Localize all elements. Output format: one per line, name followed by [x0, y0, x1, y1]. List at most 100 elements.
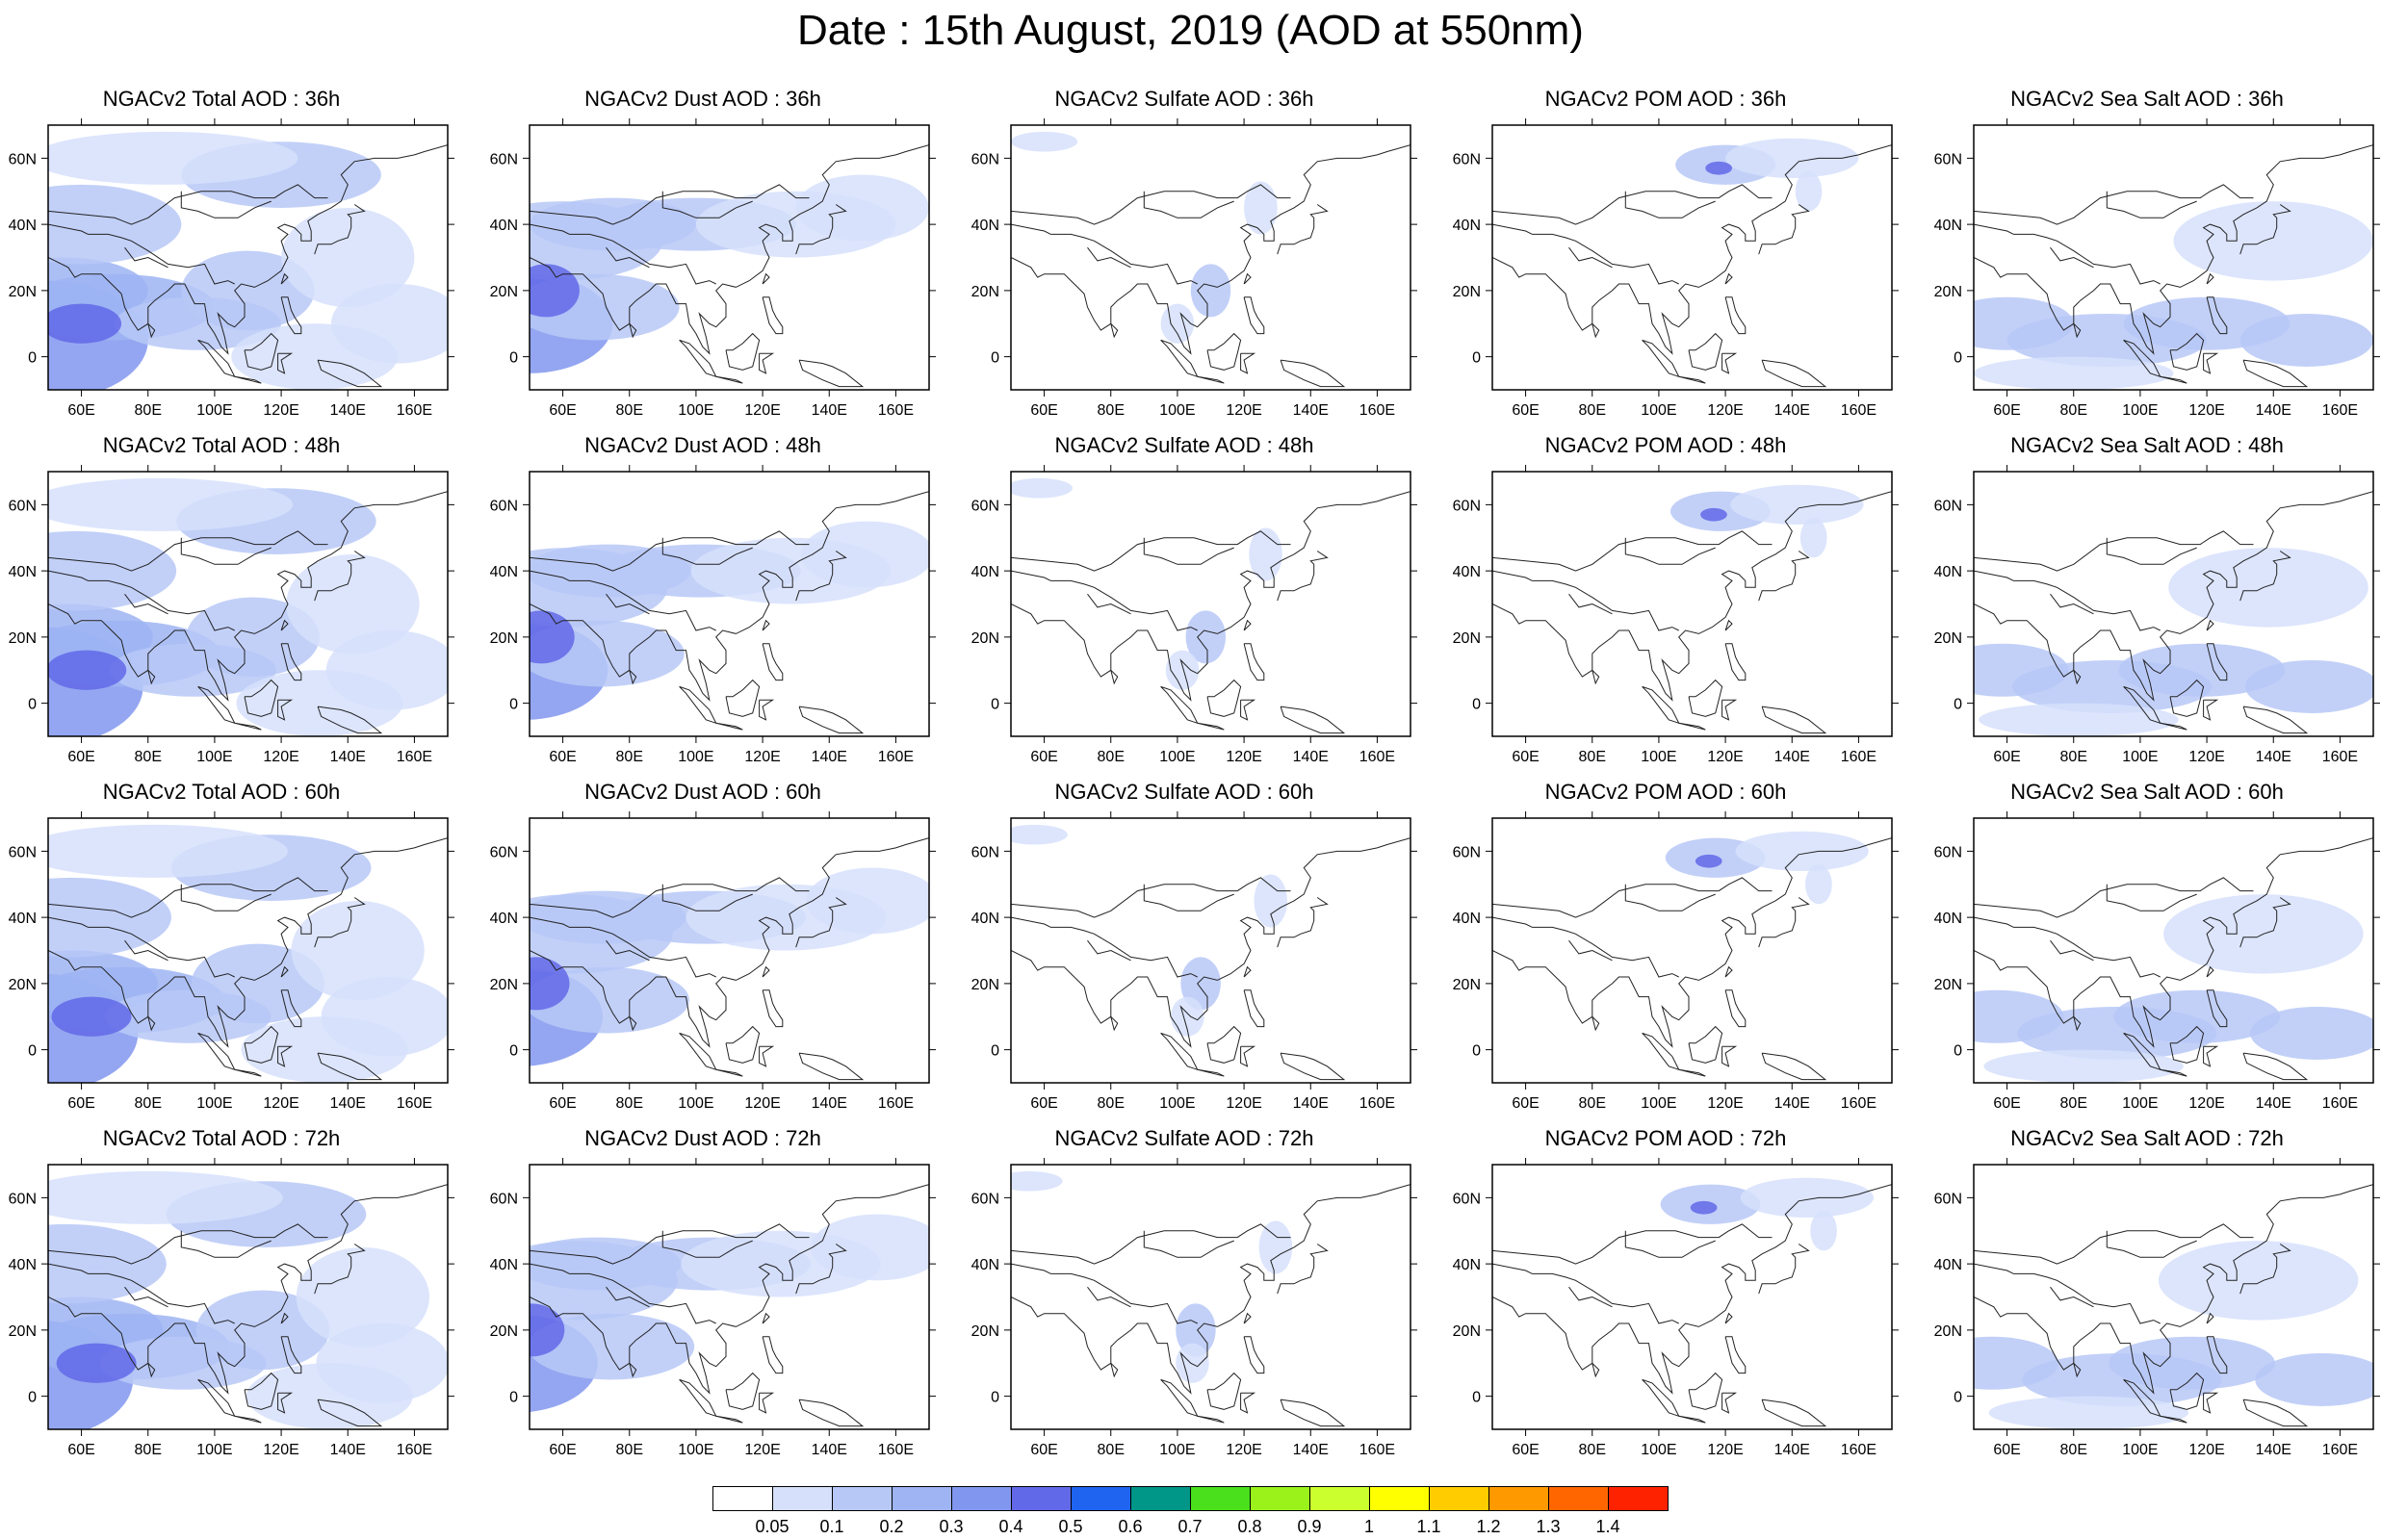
lon-tick-label: 160E — [878, 749, 914, 765]
coastline — [2203, 1045, 2219, 1067]
lon-tick-label: 80E — [616, 1095, 643, 1112]
colorbar-label: 0.1 — [819, 1517, 844, 1536]
coastline — [569, 1272, 716, 1324]
coastline — [1678, 1068, 1706, 1077]
lat-tick-label: 40N — [1934, 911, 1962, 927]
coastline — [2206, 989, 2228, 1028]
coastline — [147, 669, 156, 685]
lat-tick-label: 20N — [490, 1323, 518, 1340]
coastline — [2203, 1392, 2219, 1414]
colorbar-label: 0.4 — [998, 1517, 1023, 1536]
aod-shading — [1180, 957, 1221, 1011]
colorbar-swatch — [772, 1486, 833, 1511]
coastline — [1011, 491, 1410, 702]
coastline — [1277, 1244, 1329, 1295]
map-frame — [1491, 124, 1893, 391]
coastline — [661, 537, 753, 565]
coastline — [2073, 1362, 2082, 1378]
lat-tick-label: 40N — [1453, 218, 1481, 234]
coastline-layer — [1492, 1184, 1892, 1427]
lat-tick-label: 20N — [971, 284, 999, 300]
lat-tick-label: 0 — [509, 1390, 518, 1406]
coastline — [2242, 1399, 2309, 1427]
coastline — [1243, 619, 1252, 631]
aod-shading — [806, 867, 929, 935]
map-frame — [1010, 1164, 1411, 1430]
lon-tick-label: 100E — [1159, 1095, 1195, 1112]
coastline — [244, 1025, 279, 1064]
map-panel: NGACv2 Sulfate AOD : 72h 60E 80E 100E 120E 14… — [963, 1124, 1417, 1458]
panel-title: NGACv2 Total AOD : 36h — [102, 87, 341, 111]
map-frame — [47, 471, 449, 737]
coastline — [1624, 1230, 1716, 1258]
coastline-layer — [48, 491, 448, 734]
lon-tick-label: 80E — [135, 1095, 162, 1112]
colorbar-swatch — [951, 1486, 1012, 1511]
coastline — [244, 679, 279, 717]
coastline — [244, 332, 279, 371]
coastline — [530, 1184, 929, 1395]
aod-shading — [1160, 303, 1195, 344]
lon-tick-label: 160E — [397, 1442, 432, 1458]
coastline — [2160, 722, 2187, 731]
coastline — [606, 246, 650, 269]
coastline — [88, 233, 235, 285]
coastline — [1011, 837, 1410, 1048]
coastline — [2242, 706, 2309, 734]
coastline-layer — [530, 491, 929, 734]
coastline — [1532, 1272, 1679, 1324]
colorbar-label: 0.9 — [1297, 1517, 1322, 1536]
coastline — [1758, 204, 1810, 255]
lat-tick-label: 60N — [9, 1191, 37, 1207]
map-frame — [47, 1164, 449, 1430]
coastline-layer — [1974, 1184, 2373, 1427]
aod-shading — [48, 303, 122, 344]
map-plot: 60E 80E 100E 120E 140E 160E 60N 40N 20N 0 — [1934, 1158, 2380, 1458]
coastline — [1206, 1025, 1242, 1064]
lon-tick-label: 120E — [2188, 402, 2224, 419]
coastline — [2206, 643, 2228, 681]
coastline — [1011, 144, 1410, 355]
lon-tick-label: 60E — [67, 1442, 94, 1458]
coastline — [1642, 339, 1680, 378]
map-plot: 60E 80E 100E 120E 140E 160E 60N 40N 20N 0 — [971, 1158, 1417, 1458]
aod-shading — [2255, 1352, 2373, 1406]
coastline — [1011, 570, 1051, 581]
lon-tick-label: 140E — [812, 402, 847, 419]
coastline-layer — [48, 837, 448, 1081]
coastline — [88, 926, 235, 978]
map-plot: 60E 80E 100E 120E 140E 160E 60N 40N 20N 0 — [971, 811, 1417, 1112]
lon-tick-label: 140E — [330, 1442, 366, 1458]
colorbar-swatch — [832, 1486, 893, 1511]
map-plot: 60E 80E 100E 120E 140E 160E 60N 40N 20N 0 — [1934, 465, 2380, 765]
lat-tick-label: 20N — [1934, 630, 1962, 647]
coastline-layer — [1974, 837, 2373, 1081]
lon-tick-label: 100E — [1641, 1442, 1676, 1458]
map-plot: 60E 80E 100E 120E 140E 160E 60N 40N 20N 0 — [971, 465, 1417, 765]
lat-tick-label: 0 — [991, 1390, 999, 1406]
coastline — [1624, 537, 1716, 565]
lat-tick-label: 60N — [9, 844, 37, 860]
lat-tick-label: 40N — [9, 218, 37, 234]
coastline — [1761, 1399, 1827, 1427]
coastline — [1492, 916, 1533, 928]
coastline — [2106, 1230, 2197, 1258]
coastline — [1532, 579, 1679, 631]
coastline — [234, 375, 262, 384]
coastline — [2073, 1015, 2082, 1032]
coastline — [1974, 1184, 2373, 1395]
coastline — [2206, 272, 2214, 285]
lat-tick-label: 40N — [1934, 564, 1962, 580]
coastline — [1087, 1286, 1131, 1308]
aod-shading — [1725, 138, 1859, 178]
aod-shading — [1805, 864, 1832, 905]
lon-tick-label: 160E — [1841, 1442, 1876, 1458]
coastline — [715, 375, 743, 384]
lon-tick-label: 80E — [135, 749, 162, 765]
aod-shading — [1244, 181, 1278, 235]
coastline — [629, 322, 637, 339]
coastline — [280, 989, 302, 1028]
lon-tick-label: 100E — [196, 749, 232, 765]
lon-tick-label: 100E — [2122, 1442, 2158, 1458]
coastline — [1761, 1052, 1827, 1081]
